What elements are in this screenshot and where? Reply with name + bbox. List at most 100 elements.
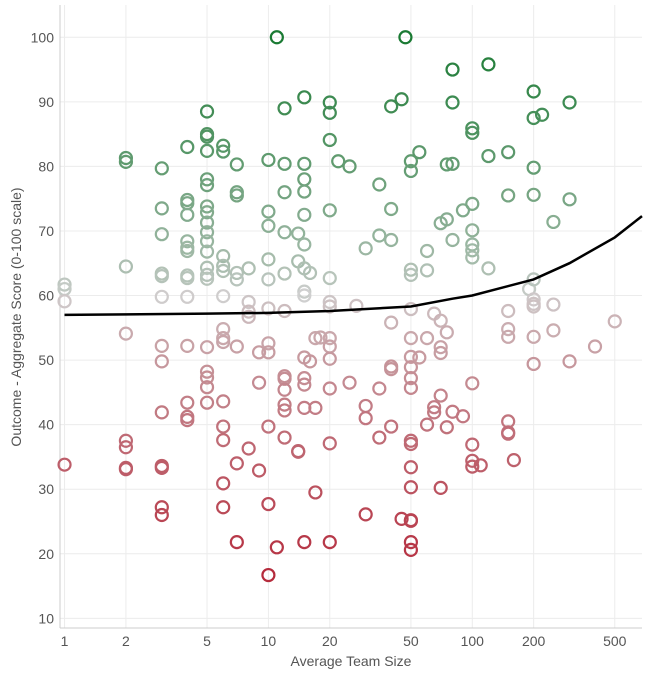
y-tick-label: 90 [38, 94, 54, 110]
data-point [384, 201, 399, 217]
data-point [403, 262, 419, 277]
data-point [229, 265, 244, 281]
data-point [302, 265, 318, 281]
data-point [269, 30, 284, 45]
data-point [297, 90, 312, 105]
data-point [313, 330, 328, 345]
data-point [261, 345, 276, 360]
data-point [297, 237, 312, 252]
y-tick-label: 100 [31, 29, 55, 45]
data-point [546, 297, 561, 312]
axes [59, 5, 642, 629]
data-point [427, 400, 442, 415]
data-point [445, 232, 460, 248]
data-point [241, 304, 256, 319]
data-point [118, 154, 134, 169]
data-point [465, 121, 480, 136]
data-point [277, 403, 292, 418]
data-point [358, 241, 373, 256]
data-point [277, 397, 292, 412]
data-point [277, 185, 292, 200]
x-tick-label: 1 [61, 633, 69, 649]
data-point [251, 463, 267, 478]
data-point [180, 395, 195, 410]
data-point [261, 204, 276, 219]
data-point [199, 395, 215, 410]
data-point [297, 535, 312, 550]
data-point [358, 507, 373, 522]
data-point [481, 57, 496, 72]
trend-line [64, 215, 643, 317]
data-point [199, 267, 215, 282]
data-point [180, 139, 195, 155]
data-point [394, 92, 409, 107]
x-tick-label: 2 [122, 633, 130, 649]
data-point [322, 351, 337, 366]
data-point [261, 152, 276, 168]
data-point [277, 303, 292, 319]
data-point [199, 271, 215, 286]
data-point [384, 232, 399, 248]
data-point [419, 243, 435, 259]
data-point [297, 156, 312, 171]
data-point [297, 184, 312, 199]
data-point [562, 354, 577, 369]
data-point [384, 99, 399, 114]
data-point [277, 266, 292, 281]
data-point [465, 243, 480, 258]
data-point [277, 382, 292, 397]
data-point [526, 84, 541, 99]
data-point [261, 496, 276, 512]
data-point [277, 156, 292, 171]
data-point [322, 105, 337, 120]
data-point [445, 62, 460, 77]
x-tick-label: 500 [603, 633, 627, 649]
y-tick-label: 80 [38, 158, 54, 174]
x-tick-label: 50 [403, 633, 419, 649]
data-point [587, 339, 603, 354]
data-point [261, 336, 276, 351]
data-point [251, 375, 267, 390]
data-point [445, 95, 460, 110]
data-point [216, 476, 231, 491]
data-point [199, 244, 215, 259]
data-point [180, 413, 195, 428]
data-point [154, 338, 169, 353]
data-point [199, 143, 215, 159]
data-point [241, 261, 256, 276]
data-point [526, 299, 541, 314]
data-point [57, 457, 72, 472]
data-point [403, 301, 419, 317]
data-point [154, 460, 169, 475]
data-point [261, 252, 276, 267]
data-point [419, 331, 435, 346]
data-point [501, 329, 516, 344]
data-point [465, 437, 480, 452]
y-axis-title: Outcome - Aggregate Score (0-100 scale) [8, 187, 24, 446]
data-point [412, 350, 427, 365]
grid-lines [60, 5, 642, 628]
data-point [154, 201, 169, 216]
data-point [216, 331, 231, 346]
data-point [358, 398, 373, 414]
x-tick-labels: 1 2 5 10 20 50 100 200 500 [61, 633, 627, 649]
y-tick-label: 60 [38, 288, 54, 304]
data-point [199, 340, 215, 355]
data-point [199, 364, 215, 379]
data-point [403, 513, 419, 528]
data-point [308, 400, 323, 415]
data-point [439, 325, 454, 340]
data-point [433, 345, 448, 361]
data-point [199, 225, 215, 240]
data-point [118, 433, 134, 448]
x-tick-label: 20 [322, 633, 338, 649]
data-point [322, 436, 337, 451]
data-point [216, 289, 231, 304]
data-point [455, 409, 471, 424]
data-point [506, 453, 521, 468]
data-point [322, 535, 337, 550]
data-point [384, 315, 399, 330]
data-point [216, 249, 231, 264]
data-point [526, 160, 541, 175]
